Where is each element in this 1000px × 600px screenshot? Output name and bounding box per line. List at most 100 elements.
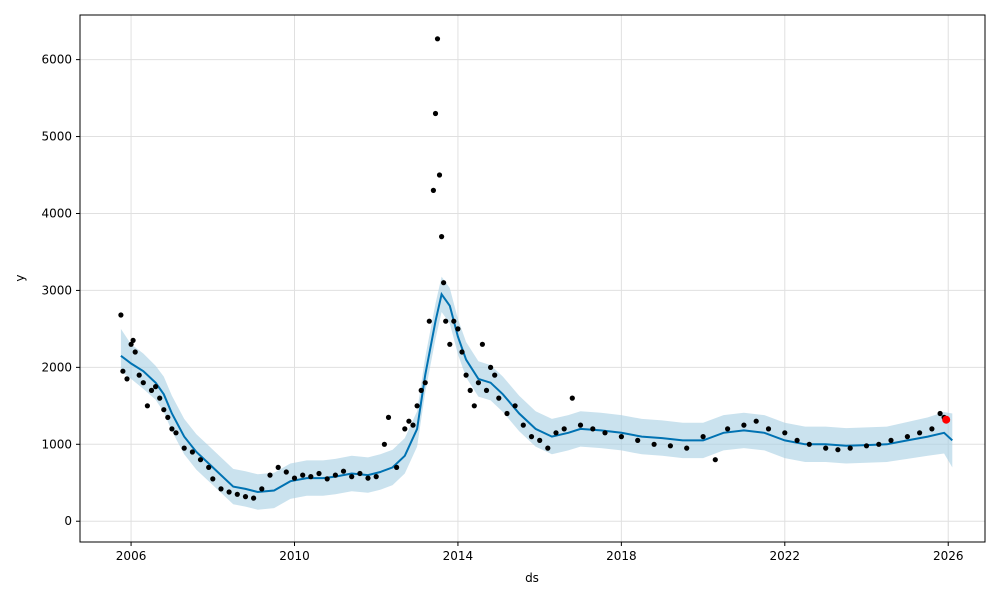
observed-point bbox=[725, 426, 731, 432]
observed-point bbox=[904, 434, 911, 440]
y-tick-label: 3000 bbox=[41, 283, 72, 297]
observed-point bbox=[406, 418, 412, 424]
observed-point bbox=[181, 445, 187, 451]
observed-point bbox=[210, 476, 216, 482]
x-tick-label: 2010 bbox=[279, 549, 310, 563]
highlight-point bbox=[942, 415, 951, 424]
observed-point bbox=[165, 414, 171, 420]
observed-point bbox=[161, 407, 167, 413]
observed-point bbox=[394, 464, 400, 470]
observed-point bbox=[357, 470, 363, 477]
observed-point bbox=[206, 464, 212, 470]
forecast-line-path bbox=[120, 291, 953, 494]
observed-point bbox=[148, 387, 155, 393]
observed-point bbox=[426, 318, 432, 324]
observed-point bbox=[512, 403, 518, 409]
observed-point bbox=[479, 341, 485, 347]
observed-point bbox=[471, 403, 477, 409]
observed-point bbox=[132, 349, 138, 355]
x-axis-ticks: 2006 2010 2014 2018 2022 2026 bbox=[116, 542, 964, 563]
observed-point bbox=[251, 495, 257, 501]
observed-point bbox=[169, 426, 175, 432]
observed-point bbox=[794, 437, 800, 443]
observed-point bbox=[553, 430, 559, 436]
observed-point bbox=[667, 443, 674, 449]
x-axis-label: ds bbox=[525, 571, 539, 585]
observed-point bbox=[823, 445, 829, 451]
observed-point bbox=[475, 380, 481, 386]
observed-point bbox=[765, 426, 772, 432]
observed-point bbox=[414, 403, 420, 409]
observed-point bbox=[496, 395, 502, 401]
observed-point bbox=[340, 468, 347, 474]
observed-point bbox=[618, 434, 625, 440]
observed-point bbox=[863, 443, 870, 449]
x-tick-label: 2014 bbox=[443, 549, 474, 563]
grid-lines bbox=[80, 15, 985, 542]
y-tick-label: 0 bbox=[64, 514, 72, 528]
observed-point bbox=[545, 445, 551, 451]
observed-point bbox=[441, 280, 447, 286]
observed-point bbox=[590, 426, 596, 432]
observed-point bbox=[451, 318, 457, 324]
observed-point bbox=[436, 172, 443, 178]
observed-point bbox=[118, 312, 124, 318]
observed-point bbox=[332, 472, 338, 478]
y-axis-label: y bbox=[13, 274, 27, 281]
observed-point bbox=[753, 418, 759, 424]
observed-point bbox=[308, 474, 314, 480]
observed-point bbox=[847, 445, 853, 451]
observed-point bbox=[459, 349, 465, 355]
observed-point bbox=[835, 447, 841, 453]
observed-point bbox=[365, 475, 371, 481]
observed-point bbox=[806, 441, 812, 447]
observed-point bbox=[128, 341, 134, 347]
observed-point bbox=[242, 494, 249, 500]
forecast-line bbox=[120, 291, 953, 494]
observed-point bbox=[267, 472, 273, 478]
plot-frame bbox=[79, 14, 986, 543]
y-tick-label: 1000 bbox=[41, 437, 72, 451]
highlight-points bbox=[942, 415, 951, 424]
observed-point bbox=[443, 318, 449, 324]
observed-point bbox=[741, 422, 747, 428]
observed-point bbox=[157, 395, 163, 401]
observed-point bbox=[316, 470, 322, 477]
observed-point bbox=[504, 410, 510, 417]
observed-point bbox=[447, 341, 453, 347]
x-tick-label: 2006 bbox=[116, 549, 147, 563]
observed-point bbox=[432, 110, 439, 117]
observed-point bbox=[291, 475, 298, 481]
observed-point bbox=[463, 372, 469, 378]
y-tick-label: 4000 bbox=[41, 206, 72, 220]
observed-point bbox=[153, 384, 159, 390]
observed-point bbox=[189, 449, 195, 455]
observed-point bbox=[218, 486, 224, 492]
observed-points bbox=[118, 36, 947, 501]
y-axis-ticks: 0 1000 2000 3000 4000 5000 6000 bbox=[41, 53, 80, 528]
observed-point bbox=[434, 36, 441, 42]
observed-point bbox=[283, 469, 289, 475]
observed-point bbox=[324, 476, 330, 482]
x-tick-label: 2018 bbox=[606, 549, 637, 563]
observed-point bbox=[300, 472, 306, 478]
observed-point bbox=[917, 430, 923, 436]
observed-point bbox=[492, 372, 498, 378]
observed-point bbox=[124, 376, 130, 382]
observed-point bbox=[651, 441, 657, 447]
observed-point bbox=[439, 234, 445, 240]
observed-point bbox=[381, 441, 387, 447]
observed-point bbox=[700, 434, 706, 440]
x-tick-label: 2022 bbox=[770, 549, 801, 563]
observed-point bbox=[349, 474, 355, 480]
observed-point bbox=[226, 489, 232, 495]
observed-point bbox=[528, 434, 535, 440]
observed-point bbox=[712, 457, 718, 463]
observed-point bbox=[259, 486, 265, 492]
y-tick-label: 5000 bbox=[41, 130, 72, 144]
observed-point bbox=[929, 426, 935, 432]
observed-point bbox=[876, 441, 882, 447]
observed-point bbox=[373, 474, 379, 480]
observed-point bbox=[430, 187, 436, 193]
